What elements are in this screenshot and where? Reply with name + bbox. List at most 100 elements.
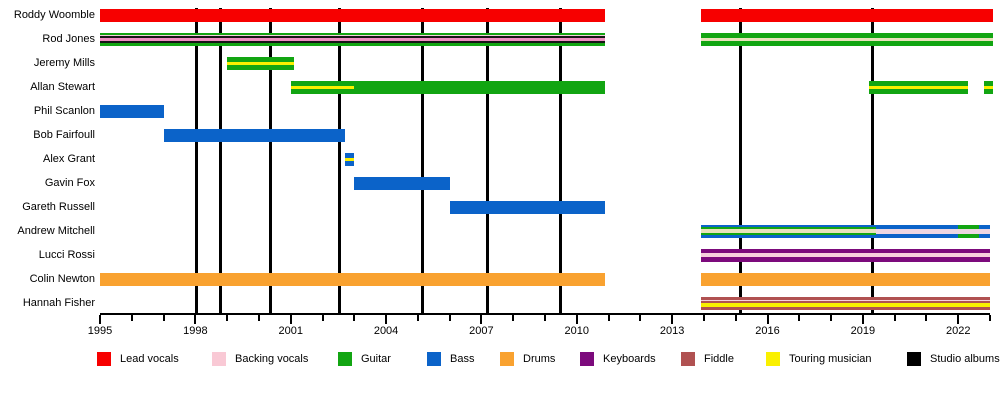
member-label: Lucci Rossi: [38, 249, 95, 261]
bar-stripe-blue: [875, 234, 959, 238]
axis-tick-2010: [575, 315, 578, 324]
axis-tick-1997: [162, 315, 165, 321]
axis-tick-2018: [830, 315, 833, 321]
bar-stripe-claret: [700, 301, 990, 303]
axis-year-label: 2019: [850, 325, 876, 337]
member-label: Gareth Russell: [22, 201, 95, 213]
axis-tick-2017: [798, 315, 801, 321]
axis-tick-2016: [766, 315, 769, 324]
bar-stripe-green: [958, 234, 979, 238]
member-bar-segment: [958, 225, 979, 238]
member-bar-segment: [163, 129, 345, 142]
member-bar-segment: [700, 273, 990, 286]
legend-item-touring-musician: Touring musician: [766, 351, 872, 366]
bar-stripe-purple: [700, 249, 990, 253]
bar-stripe-green: [700, 33, 994, 38]
bar-stripe-blue: [100, 105, 164, 118]
bar-stripe-red: [100, 9, 606, 22]
member-label: Bob Fairfoull: [33, 129, 95, 141]
legend-label: Fiddle: [704, 352, 734, 365]
axis-year-label: 1998: [183, 325, 208, 337]
member-label: Gavin Fox: [44, 177, 95, 189]
legend-item-studio-albums: Studio albums: [907, 351, 1000, 366]
axis-tick-1996: [130, 315, 133, 321]
axis-tick-2008: [512, 315, 515, 321]
bar-stripe-blue: [875, 225, 959, 229]
member-bar-segment: [700, 297, 990, 310]
bar-stripe-blue: [344, 161, 355, 166]
axis-tick-1998: [194, 315, 197, 324]
legend-swatch: [766, 351, 780, 366]
bar-stripe-blue: [700, 235, 876, 238]
bar-stripe-green: [869, 81, 968, 86]
bar-stripe-claret: [700, 297, 990, 300]
bar-stripe-pink_light: [100, 35, 606, 36]
member-bar-segment: [354, 177, 450, 190]
bar-stripe-green: [227, 65, 294, 70]
legend-label: Drums: [523, 352, 556, 365]
legend-label: Touring musician: [789, 352, 872, 365]
album-line-1: [219, 8, 223, 313]
member-label: Andrew Mitchell: [17, 225, 95, 237]
album-line-5: [486, 8, 490, 313]
member-label: Allan Stewart: [30, 81, 95, 93]
bar-stripe-pink_light: [700, 300, 990, 301]
member-bar-segment: [700, 225, 876, 238]
bar-stripe-orange: [700, 273, 990, 286]
legend-swatch: [338, 351, 352, 366]
member-bar-segment: [978, 225, 990, 238]
legend-label: Studio albums: [930, 352, 1000, 365]
bar-stripe-dark: [100, 41, 606, 43]
bar-stripe-cream: [700, 38, 994, 41]
bar-stripe-red: [700, 9, 994, 22]
bar-stripe-blue: [978, 225, 990, 229]
legend-item-backing-vocals: Backing vocals: [212, 351, 308, 366]
legend-label: Bass: [450, 352, 475, 365]
bar-stripe-cream: [700, 229, 876, 233]
bar-stripe-blue: [163, 129, 345, 142]
legend-item-guitar: Guitar: [338, 351, 391, 366]
bar-stripe-dark: [100, 36, 606, 38]
axis-year-label: 2022: [945, 325, 971, 337]
bar-stripe-claret: [700, 307, 990, 310]
bar-stripe-green: [700, 227, 876, 229]
axis-year-label: 1995: [87, 325, 113, 337]
axis-tick-2015: [734, 315, 737, 321]
bar-stripe-green: [100, 43, 606, 46]
member-bar-segment: [100, 105, 164, 118]
bar-stripe-pink_lav: [978, 229, 990, 234]
member-bar-segment: [344, 153, 355, 166]
bar-stripe-blue: [354, 177, 450, 190]
bar-stripe-green: [100, 33, 606, 35]
member-bar-segment: [290, 81, 355, 94]
member-label: Colin Newton: [29, 273, 95, 285]
bar-stripe-green: [700, 41, 994, 46]
axis-year-label: 2001: [278, 325, 303, 337]
axis-tick-2000: [257, 315, 260, 321]
axis-tick-2003: [353, 315, 356, 321]
legend-item-keyboards: Keyboards: [580, 351, 656, 366]
axis-tick-2002: [321, 315, 324, 321]
bar-stripe-yellow: [227, 62, 294, 65]
album-line-0: [195, 8, 199, 313]
legend-item-fiddle: Fiddle: [681, 351, 734, 366]
bar-stripe-yellow: [983, 86, 994, 89]
axis-tick-2023: [989, 315, 991, 321]
member-bar-segment: [700, 33, 994, 46]
legend-item-bass: Bass: [427, 351, 474, 366]
bar-stripe-yellow: [290, 86, 355, 89]
legend-label: Lead vocals: [120, 352, 179, 365]
bar-stripe-blue: [978, 234, 990, 238]
album-line-2: [268, 8, 272, 313]
album-line-4: [421, 8, 425, 313]
member-label: Phil Scanlon: [33, 105, 95, 117]
bar-stripe-green: [354, 81, 606, 94]
member-bar-segment: [227, 57, 294, 70]
album-line-7: [738, 8, 742, 313]
axis-tick-2004: [385, 315, 388, 324]
bar-stripe-blue: [449, 201, 606, 214]
member-bar-segment: [449, 201, 606, 214]
legend-swatch: [500, 351, 514, 366]
member-bar-segment: [100, 33, 606, 46]
